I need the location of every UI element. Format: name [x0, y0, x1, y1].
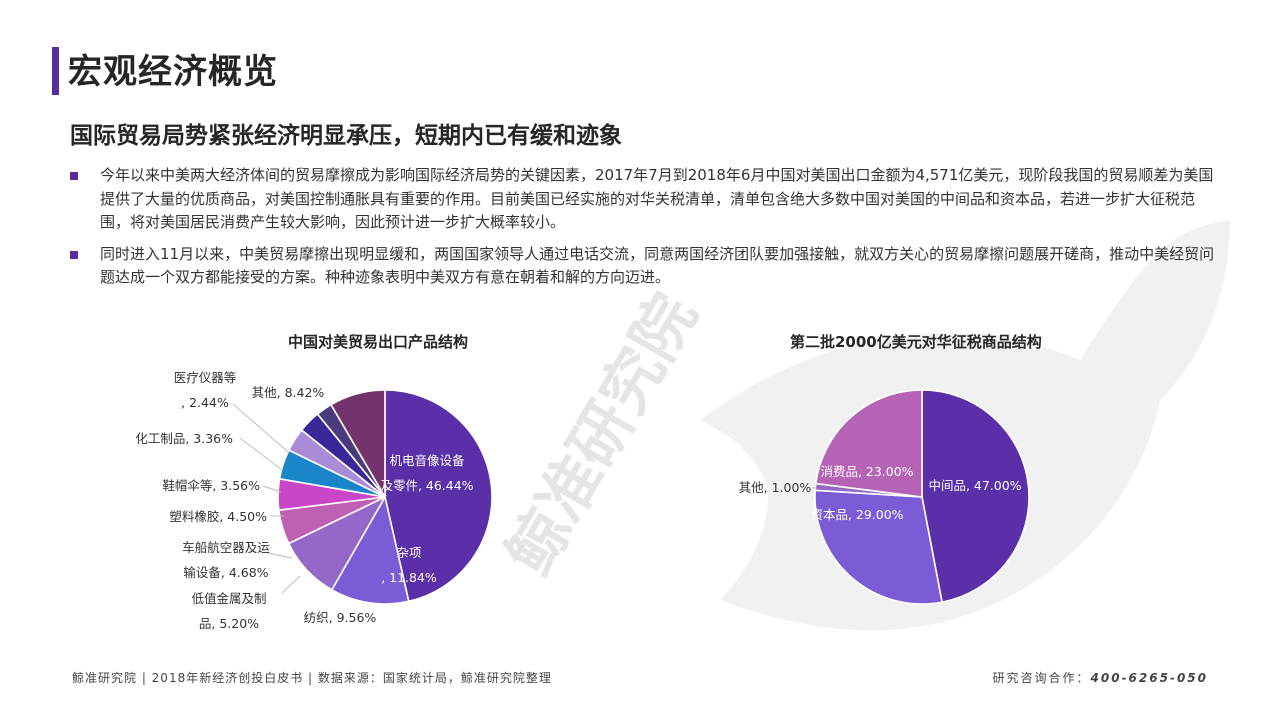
bullet-text: 今年以来中美两大经济体间的贸易摩擦成为影响国际经济局势的关键因素，2017年7月… [100, 166, 1214, 231]
bullet-list: 今年以来中美两大经济体间的贸易摩擦成为影响国际经济局势的关键因素，2017年7月… [70, 164, 1220, 298]
leader-line [262, 485, 282, 493]
title-accent-bar [52, 47, 59, 95]
bullet-square-icon [70, 172, 78, 180]
pie-slice [330, 494, 410, 605]
chart-title-tariff-structure: 第二批2000亿美元对华征税商品结构 [790, 333, 1042, 351]
data-label: 医疗仪器等, 2.44% [174, 370, 237, 410]
leader-line [239, 437, 283, 471]
data-label: 资本品, 29.00% [810, 507, 903, 522]
bullet-item: 今年以来中美两大经济体间的贸易摩擦成为影响国际经济局势的关键因素，2017年7月… [70, 164, 1220, 235]
leader-line [281, 575, 301, 594]
data-label: 塑料橡胶, 4.50% [169, 509, 267, 524]
pie-slice [814, 489, 943, 605]
data-label: 中间品, 47.00% [928, 478, 1021, 493]
leader-line [267, 552, 293, 559]
footer-contact-label: 研究咨询合作： [992, 671, 1091, 685]
pie-slice [921, 389, 1030, 604]
page-title: 宏观经济概览 [68, 52, 278, 92]
page-subtitle: 国际贸易局势紧张经济明显承压，短期内已有缓和迹象 [70, 123, 622, 149]
pie-slice [329, 389, 386, 500]
data-label: 其他, 1.00% [739, 480, 812, 495]
data-label: 低值金属及制品, 5.20% [191, 591, 266, 631]
bullet-item: 同时进入11月以来，中美贸易摩擦出现明显缓和，两国国家领导人通过电话交流，同意两… [70, 243, 1220, 290]
data-label: 消费品, 23.00% [820, 464, 913, 479]
footer-contact: 研究咨询合作：400-6265-050 [993, 669, 1208, 686]
pie-slice [384, 389, 493, 603]
bullet-square-icon [70, 250, 78, 259]
bullet-text: 同时进入11月以来，中美贸易摩擦出现明显缓和，两国国家领导人通过电话交流，同意两… [100, 244, 1215, 287]
data-label: 其他, 8.42% [252, 385, 325, 400]
data-label: 机电音像设备及零件, 46.44% [380, 453, 473, 493]
footer-phone: 400-6265-050 [1090, 671, 1208, 685]
data-label: 车船航空器及运输设备, 4.68% [182, 540, 270, 580]
footer-source: 鲸准研究院 | 2018年新经济创投白皮书 | 数据来源：国家统计局，鲸准研究院… [72, 671, 552, 685]
pie-slice [814, 389, 923, 498]
data-label: 纺织, 9.56% [304, 610, 377, 625]
data-label: 杂项, 11.84% [381, 545, 437, 585]
chart-title-export-structure: 中国对美贸易出口产品结构 [288, 333, 469, 351]
data-label: 化工制品, 3.36% [135, 431, 233, 446]
leader-line [232, 403, 289, 453]
data-label: 鞋帽伞等, 3.56% [162, 478, 260, 493]
